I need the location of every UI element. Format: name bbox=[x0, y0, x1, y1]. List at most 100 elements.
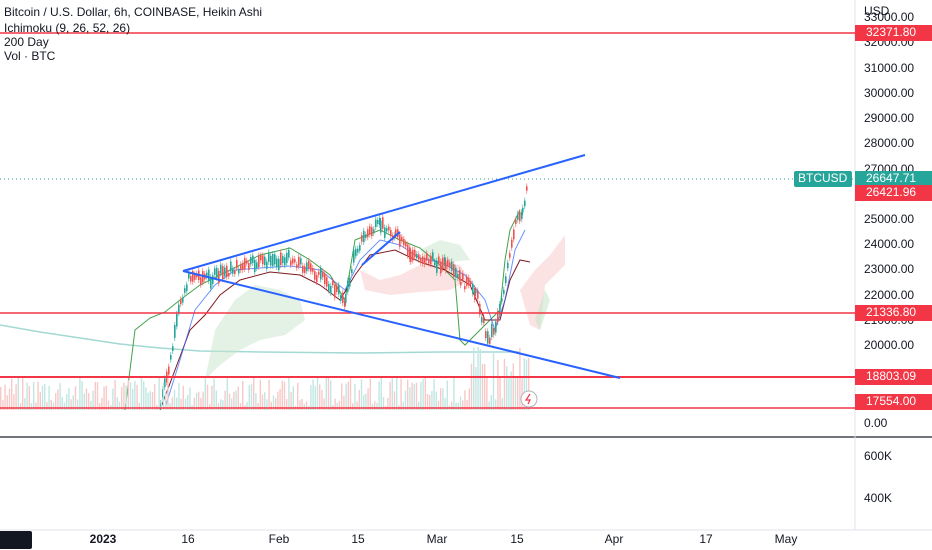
candle-body bbox=[367, 229, 369, 238]
volume-bar bbox=[13, 394, 15, 410]
candle-body bbox=[278, 258, 280, 271]
candle-body bbox=[466, 276, 468, 286]
candle-body bbox=[407, 244, 409, 256]
candle-body bbox=[416, 254, 418, 259]
volume-bar bbox=[154, 383, 156, 410]
event-icon[interactable] bbox=[520, 390, 538, 408]
volume-label: 0.00 bbox=[864, 416, 888, 430]
volume-bar bbox=[246, 401, 248, 410]
time-label: 15 bbox=[351, 532, 365, 546]
candle-body bbox=[481, 317, 483, 323]
candle-body bbox=[294, 259, 296, 263]
volume-bar bbox=[83, 393, 85, 410]
volume-bar bbox=[231, 398, 233, 410]
candle-body bbox=[495, 321, 497, 333]
volume-bar bbox=[41, 385, 44, 410]
time-label: Mar bbox=[427, 532, 448, 546]
volume-bar bbox=[305, 401, 308, 410]
trend-line-upper bbox=[182, 154, 586, 272]
volume-bar bbox=[57, 389, 59, 410]
volume-bar bbox=[17, 376, 19, 410]
price-tag bbox=[855, 25, 932, 41]
volume-bar bbox=[180, 398, 182, 410]
volume-label: 600K bbox=[864, 449, 892, 463]
volume-bar bbox=[459, 396, 462, 410]
price-label: 31000.00 bbox=[864, 61, 914, 75]
volume-bar bbox=[490, 395, 492, 410]
volume-bar bbox=[85, 388, 88, 410]
candle-body bbox=[286, 252, 288, 264]
candle-body bbox=[340, 295, 342, 301]
volume-bar bbox=[140, 378, 143, 410]
volume-bar bbox=[259, 379, 261, 410]
candle-body bbox=[472, 283, 474, 294]
volume-bar bbox=[261, 394, 264, 410]
candle-body bbox=[418, 254, 420, 260]
volume-bar bbox=[510, 371, 512, 410]
candle-body bbox=[268, 252, 270, 262]
candle-body bbox=[382, 217, 384, 229]
candle-body bbox=[288, 249, 290, 258]
candle-body bbox=[359, 245, 361, 251]
volume-bar bbox=[387, 397, 389, 410]
price-label: 28000.00 bbox=[864, 136, 914, 150]
candle-body bbox=[440, 261, 442, 274]
volume-bar bbox=[30, 403, 33, 410]
volume-bar bbox=[171, 397, 173, 410]
event-icon-glyph bbox=[524, 393, 531, 405]
volume-bar bbox=[81, 381, 83, 410]
time-label: 2023 bbox=[90, 532, 117, 546]
volume-bar bbox=[371, 403, 374, 410]
volume-bar bbox=[79, 376, 81, 410]
candle-body bbox=[320, 268, 322, 280]
volume-bar bbox=[114, 380, 116, 410]
candle-body bbox=[455, 267, 457, 278]
volume-bar bbox=[404, 390, 407, 410]
volume-bar bbox=[418, 401, 420, 410]
volume-bar bbox=[382, 397, 385, 410]
candle-body bbox=[230, 261, 232, 272]
volume-bar bbox=[134, 380, 136, 410]
candle-body bbox=[497, 311, 499, 323]
candle-body bbox=[192, 271, 194, 282]
candle-body bbox=[170, 355, 172, 360]
volume-bar bbox=[290, 392, 292, 410]
candle-body bbox=[330, 285, 332, 294]
volume-bar bbox=[189, 387, 191, 410]
candle-body bbox=[503, 289, 505, 294]
volume-bar bbox=[176, 397, 178, 410]
candle-body bbox=[379, 217, 381, 226]
volume-bar bbox=[127, 380, 129, 410]
volume-bar bbox=[281, 380, 283, 410]
volume-bar bbox=[277, 391, 279, 410]
volume-bar bbox=[217, 402, 220, 410]
candle-body bbox=[248, 262, 250, 270]
price-tag-label: 21336.80 bbox=[866, 305, 916, 319]
volume-bar bbox=[462, 400, 464, 410]
volume-bar bbox=[167, 377, 169, 410]
candle-body bbox=[401, 236, 403, 241]
candle-body bbox=[386, 228, 388, 232]
candle-body bbox=[252, 255, 254, 263]
candle-body bbox=[509, 253, 511, 258]
volume-bar bbox=[365, 393, 367, 410]
volume-bar bbox=[367, 388, 369, 410]
candle-body bbox=[459, 270, 461, 281]
candle-body bbox=[349, 278, 351, 287]
volume-bar bbox=[211, 385, 213, 410]
price-label: 30000.00 bbox=[864, 86, 914, 100]
ichimoku-cloud-red bbox=[520, 235, 565, 330]
candle-body bbox=[228, 273, 230, 277]
candle-body bbox=[438, 256, 440, 264]
volume-bar bbox=[213, 378, 215, 410]
ichimoku-base bbox=[159, 249, 531, 411]
volume-bar bbox=[503, 358, 506, 410]
volume-bar bbox=[121, 386, 123, 410]
volume-bar bbox=[195, 392, 198, 410]
volume-bar bbox=[426, 393, 429, 410]
volume-label: 400K bbox=[864, 491, 892, 505]
volume-bar bbox=[204, 378, 206, 410]
candle-body bbox=[515, 219, 517, 225]
candle-body bbox=[274, 254, 276, 265]
